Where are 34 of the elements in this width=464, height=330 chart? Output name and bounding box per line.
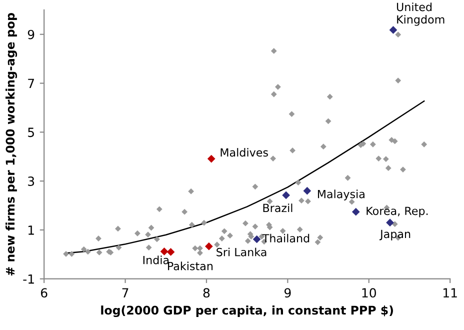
x-tick-label: 9 xyxy=(284,288,291,298)
x-tick-label: 8 xyxy=(203,288,210,298)
point xyxy=(386,218,394,227)
annotation: Brazil xyxy=(263,204,292,212)
annotation: Thailand xyxy=(262,234,310,242)
x-tick-label: 10 xyxy=(362,288,376,298)
annotation: India xyxy=(143,256,169,264)
point xyxy=(204,242,213,250)
annotation: Korea, Rep. xyxy=(366,206,428,218)
point xyxy=(282,191,290,200)
y-axis-title: # new firms per 1,000 working-age pop xyxy=(6,13,18,276)
annotation: Sri Lanka xyxy=(216,248,266,256)
point xyxy=(207,154,216,163)
x-tick-label: 11 xyxy=(444,288,457,298)
y-tick-label: 9 xyxy=(28,30,34,40)
y-tick-label: 5 xyxy=(28,128,34,138)
point xyxy=(389,26,398,34)
point xyxy=(166,248,175,256)
point xyxy=(352,208,360,216)
annotation: United Kingdom xyxy=(396,2,444,26)
x-tick-label: 6 xyxy=(40,288,48,298)
annotation: Pakistan xyxy=(168,262,213,270)
annotation: Maldives xyxy=(220,148,268,157)
annotation: Malaysia xyxy=(318,190,364,200)
y-tick-label: -1 xyxy=(23,274,34,284)
y-tick-label: 1 xyxy=(28,226,34,235)
point xyxy=(160,248,168,256)
point xyxy=(303,186,312,195)
annotation: Japan xyxy=(379,230,410,240)
x-tick-label: 7 xyxy=(122,288,128,298)
x-axis-title: log(2000 GDP per capita, in constant PPP $) xyxy=(101,306,393,318)
y-tick-label: 3 xyxy=(28,176,34,186)
y-tick-label: 7 xyxy=(28,78,34,88)
point xyxy=(252,235,261,244)
